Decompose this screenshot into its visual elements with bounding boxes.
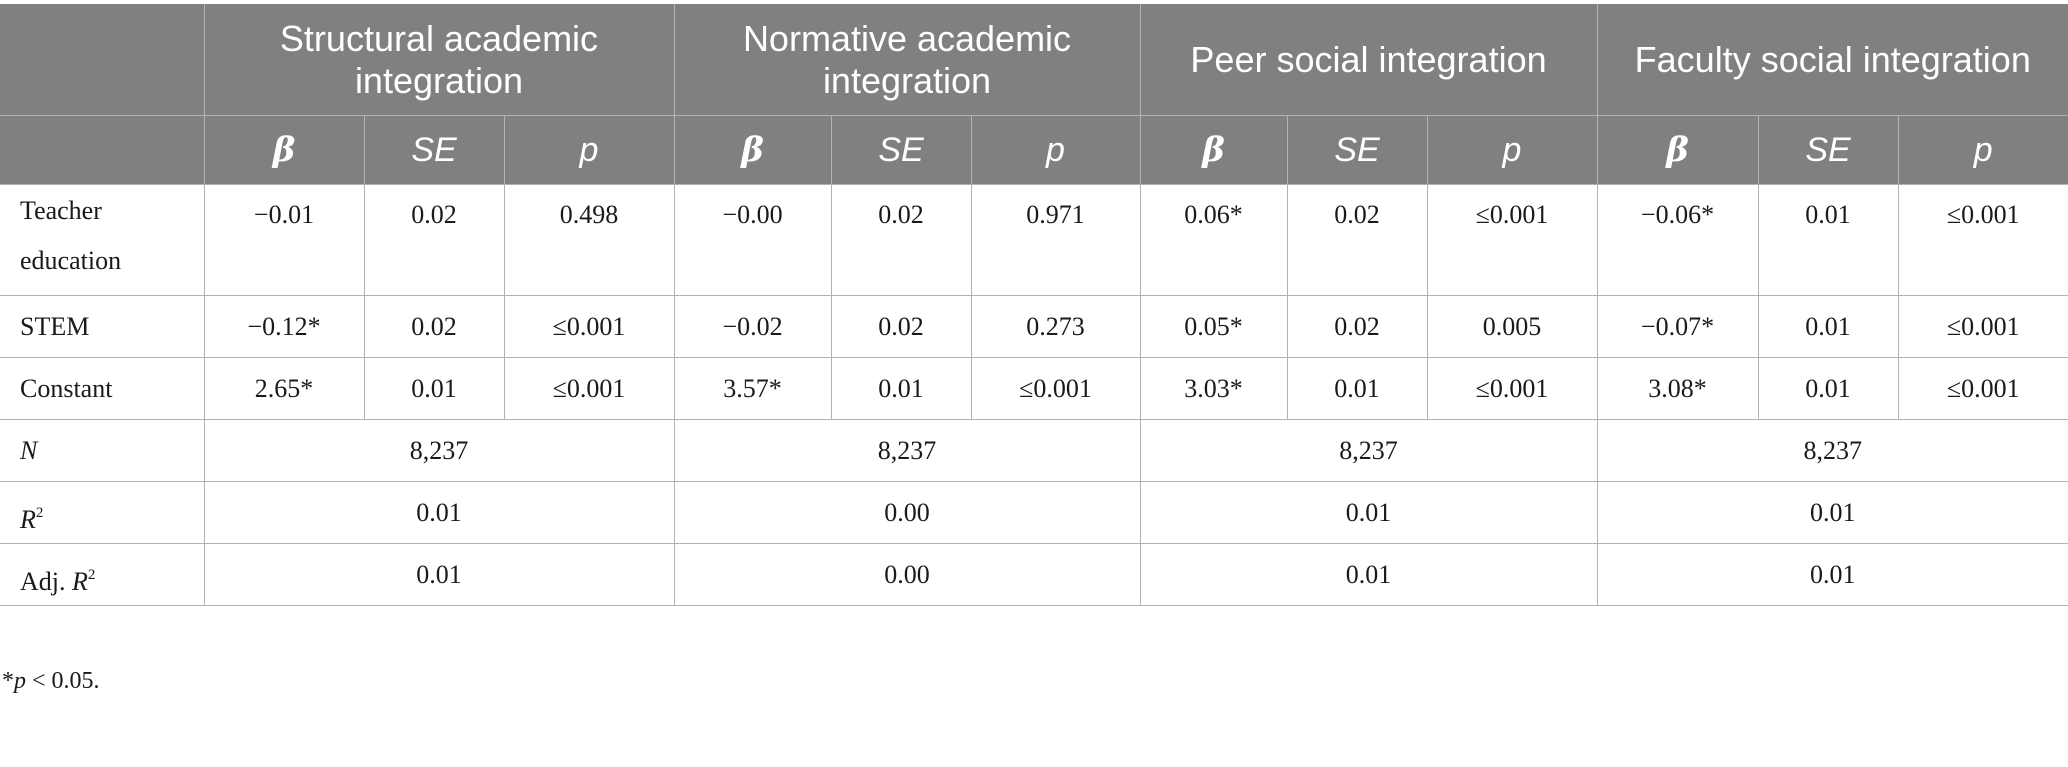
corner-cell-sub: [0, 115, 205, 185]
row-label: Adj. R2: [0, 543, 205, 606]
p-header: p: [503, 115, 675, 185]
table-cell: −0.01: [203, 184, 365, 296]
table-cell: 0.01: [363, 357, 505, 420]
table-cell: 0.273: [970, 295, 1141, 358]
table-cell: 0.01: [1596, 543, 2068, 606]
table-cell: −0.00: [673, 184, 832, 296]
row-label: Teacher education: [0, 184, 205, 296]
table-cell: 8,237: [1139, 419, 1598, 482]
table-cell: 0.02: [363, 184, 505, 296]
table-cell: 0.01: [1757, 295, 1899, 358]
table-cell: ≤0.001: [1897, 184, 2068, 296]
group-header-peer-social: Peer social integration: [1139, 4, 1598, 116]
table-cell: −0.07*: [1596, 295, 1759, 358]
table-cell: 0.01: [1757, 357, 1899, 420]
table-row-stem: STEM −0.12* 0.02 ≤0.001 −0.02 0.02 0.273…: [0, 295, 2068, 358]
table-cell: 0.01: [830, 357, 972, 420]
footnote-p: p: [14, 668, 26, 694]
table-cell: ≤0.001: [1897, 357, 2068, 420]
beta-header: β: [1139, 115, 1288, 185]
table-cell: 2.65*: [203, 357, 365, 420]
table-cell: 3.08*: [1596, 357, 1759, 420]
table-row-constant: Constant 2.65* 0.01 ≤0.001 3.57* 0.01 ≤0…: [0, 357, 2068, 420]
table-row-r-squared: R2 0.01 0.00 0.01 0.01: [0, 481, 2068, 544]
regression-table: Structural academic integration Normativ…: [0, 4, 2068, 606]
table-cell: 0.05*: [1139, 295, 1288, 358]
r-symbol: R: [20, 505, 36, 534]
se-header: SE: [830, 115, 972, 185]
table-cell: −0.02: [673, 295, 832, 358]
table-row-adj-r-squared: Adj. R2 0.01 0.00 0.01 0.01: [0, 543, 2068, 606]
row-label: STEM: [0, 295, 205, 358]
corner-cell: [0, 4, 205, 116]
group-header-faculty-social: Faculty social integration: [1596, 4, 2068, 116]
p-header: p: [1897, 115, 2068, 185]
superscript: 2: [35, 505, 44, 521]
footnote-text: < 0.05.: [26, 668, 100, 694]
p-header: p: [1426, 115, 1598, 185]
table-cell: 0.971: [970, 184, 1141, 296]
group-header-structural-academic: Structural academic integration: [203, 4, 675, 116]
se-header: SE: [363, 115, 505, 185]
table-cell: 0.01: [1139, 481, 1598, 544]
r-symbol: R: [72, 567, 88, 596]
beta-header: β: [673, 115, 832, 185]
table-cell: ≤0.001: [503, 295, 675, 358]
table-cell: 0.01: [203, 543, 675, 606]
table-cell: ≤0.001: [1897, 295, 2068, 358]
footnote-mark: *: [2, 668, 14, 694]
table-cell: 0.01: [1757, 184, 1899, 296]
table-row-n: N 8,237 8,237 8,237 8,237: [0, 419, 2068, 482]
table-cell: 0.01: [1596, 481, 2068, 544]
table-cell: ≤0.001: [1426, 184, 1598, 296]
table-cell: 3.57*: [673, 357, 832, 420]
row-label: Constant: [0, 357, 205, 420]
table-cell: 0.02: [830, 184, 972, 296]
table-row-teacher-education: Teacher education −0.01 0.02 0.498 −0.00…: [0, 184, 2068, 296]
table-cell: 0.02: [1286, 184, 1428, 296]
table-cell: 8,237: [673, 419, 1141, 482]
table-cell: 0.005: [1426, 295, 1598, 358]
table-cell: 0.00: [673, 481, 1141, 544]
table-cell: 0.02: [363, 295, 505, 358]
beta-header: β: [1596, 115, 1759, 185]
table-cell: 0.06*: [1139, 184, 1288, 296]
table-cell: 3.03*: [1139, 357, 1288, 420]
superscript: 2: [87, 567, 96, 583]
table-cell: −0.12*: [203, 295, 365, 358]
se-header: SE: [1286, 115, 1428, 185]
table-cell: 0.498: [503, 184, 675, 296]
stat-header-row: β SE p β SE p β SE p β SE p: [0, 115, 2068, 185]
table-cell: 0.01: [1286, 357, 1428, 420]
table-cell: 0.02: [830, 295, 972, 358]
footnote: *p < 0.05.: [2, 668, 100, 695]
table-cell: 0.00: [673, 543, 1141, 606]
se-header: SE: [1757, 115, 1899, 185]
table-cell: 8,237: [203, 419, 675, 482]
table-cell: 0.01: [1139, 543, 1598, 606]
table-cell: −0.06*: [1596, 184, 1759, 296]
table-cell: 0.02: [1286, 295, 1428, 358]
table-cell: 0.01: [203, 481, 675, 544]
table-cell: ≤0.001: [503, 357, 675, 420]
group-header-normative-academic: Normative academic integration: [673, 4, 1141, 116]
beta-header: β: [203, 115, 365, 185]
table-cell: ≤0.001: [1426, 357, 1598, 420]
group-header-row: Structural academic integration Normativ…: [0, 4, 2068, 116]
table-cell: ≤0.001: [970, 357, 1141, 420]
adj-prefix: Adj.: [20, 567, 72, 596]
table-cell: 8,237: [1596, 419, 2068, 482]
p-header: p: [970, 115, 1141, 185]
row-label: R2: [0, 481, 205, 544]
row-label: N: [0, 419, 205, 482]
